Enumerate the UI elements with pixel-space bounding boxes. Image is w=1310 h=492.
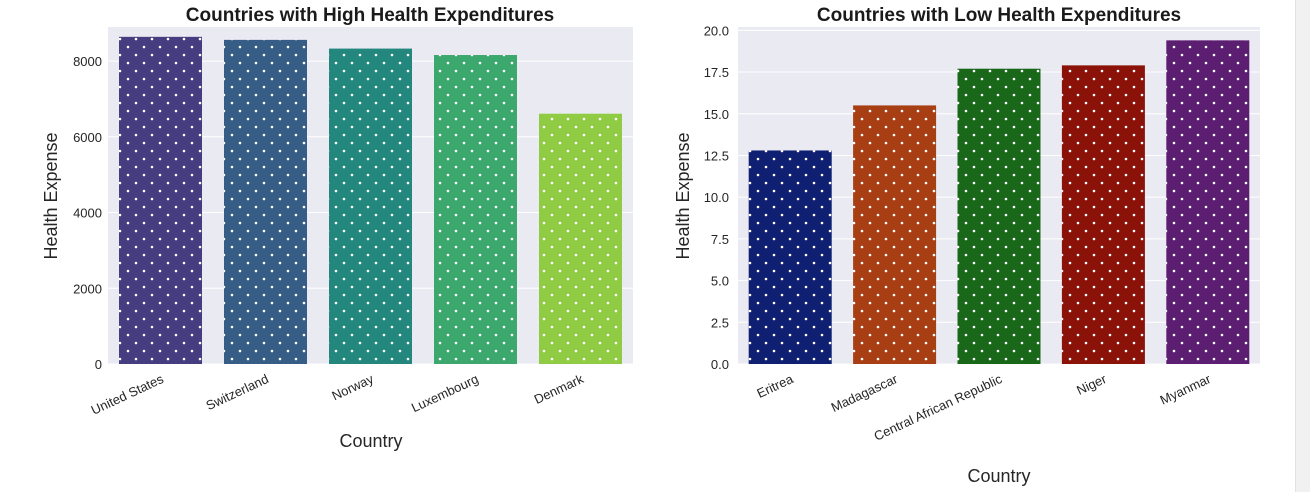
x-axis-label: Country: [339, 431, 402, 451]
y-tick-label: 2.5: [711, 315, 729, 330]
x-axis-label: Country: [967, 466, 1030, 486]
high-expenditure-chart: 0 2000 4000 6000 8000 United States Switzerla…: [41, 5, 633, 451]
bars: [748, 40, 1250, 365]
y-tick-label: 8000: [73, 54, 102, 69]
y-tick-label: 10.0: [704, 190, 729, 205]
bar-madagascar: [853, 105, 937, 364]
low-expenditure-chart: 0.0 2.5 5.0 7.5 10.0 12.5 15.0 17.5 20.0 Eritrea…: [673, 5, 1260, 486]
x-tick-label: Denmark: [532, 371, 587, 407]
bar-central-african-republic: [957, 68, 1041, 365]
bars: [119, 36, 622, 365]
x-tick-label: Madagascar: [829, 371, 901, 415]
y-tick-label: 2000: [73, 281, 102, 296]
y-tick-label: 12.5: [704, 148, 729, 163]
y-tick-label: 0: [95, 357, 102, 372]
bar-luxembourg: [434, 55, 517, 364]
y-tick-label: 15.0: [704, 107, 729, 122]
y-tick-labels: 0.0 2.5 5.0 7.5 10.0 12.5 15.0 17.5 20.0: [704, 23, 729, 372]
bar-eritrea: [748, 150, 832, 364]
y-axis-label: Health Expense: [41, 132, 61, 259]
x-tick-label: Myanmar: [1158, 371, 1214, 408]
x-tick-label: Luxembourg: [409, 371, 481, 415]
x-tick-label: Norway: [329, 371, 376, 403]
x-tick-label: Switzerland: [204, 371, 271, 413]
chart-title: Countries with High Health Expenditures: [186, 5, 554, 26]
bar-norway: [329, 48, 412, 365]
x-tick-label: Eritrea: [754, 371, 796, 401]
y-tick-labels: 0 2000 4000 6000 8000: [73, 54, 102, 372]
vertical-scrollbar[interactable]: [1295, 0, 1310, 492]
x-tick-labels: United States Switzerland Norway Luxembourg…: [89, 371, 587, 418]
y-axis-label: Health Expense: [673, 132, 693, 259]
y-tick-label: 6000: [73, 130, 102, 145]
bar-switzerland: [224, 39, 307, 365]
chart-title: Countries with Low Health Expenditures: [817, 5, 1181, 26]
y-tick-label: 20.0: [704, 23, 729, 38]
bar-myanmar: [1166, 40, 1250, 365]
y-tick-label: 17.5: [704, 65, 729, 80]
x-tick-label: Niger: [1074, 371, 1109, 398]
bar-niger: [1061, 65, 1145, 365]
x-tick-label: United States: [89, 371, 167, 418]
y-tick-label: 5.0: [711, 274, 729, 289]
y-tick-label: 0.0: [711, 357, 729, 372]
bar-united-states: [119, 36, 202, 365]
y-tick-label: 7.5: [711, 232, 729, 247]
y-tick-label: 4000: [73, 206, 102, 221]
bar-denmark: [539, 113, 622, 364]
